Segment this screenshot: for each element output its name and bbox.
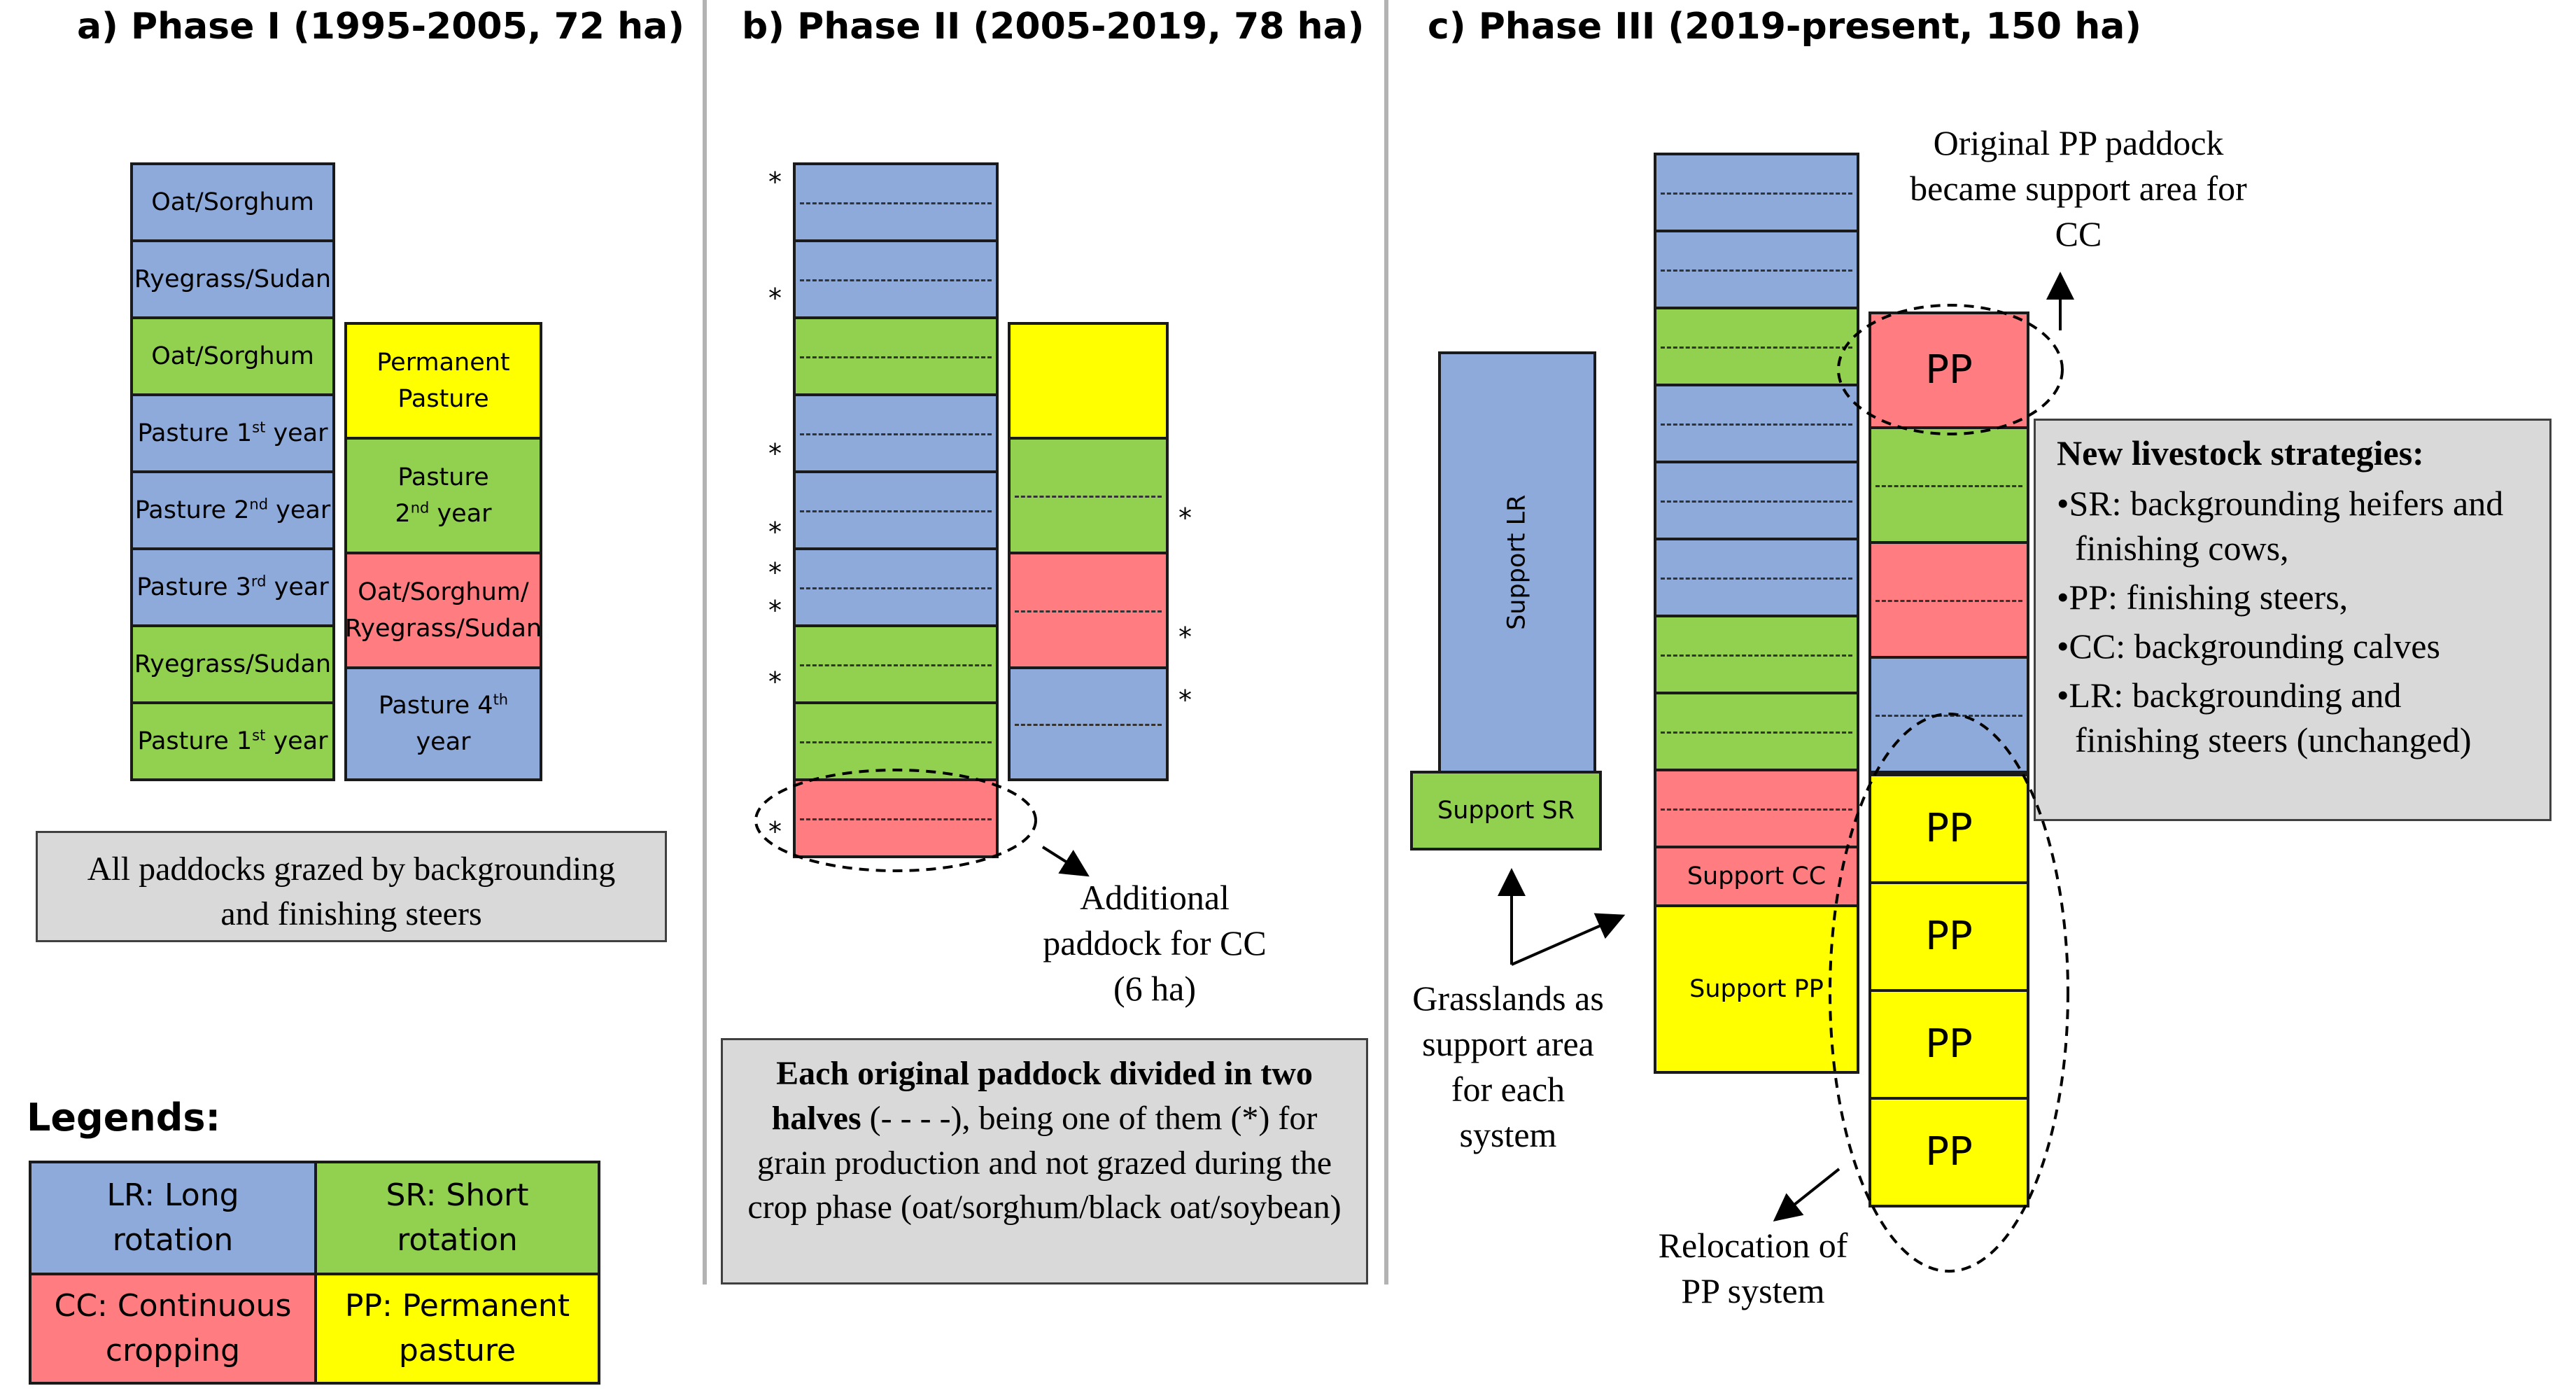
p2-paddock <box>793 624 999 704</box>
pp-paddock: PP <box>1868 1097 2029 1208</box>
p3-paddock <box>1654 538 1859 617</box>
support-cc-block: Support CC <box>1654 846 1859 907</box>
p3-paddock <box>1654 153 1859 232</box>
legend-cc: CC: Continuous cropping <box>29 1273 317 1385</box>
phase1-note-box: All paddocks grazed by backgrounding and… <box>36 831 667 942</box>
p2-paddock <box>1008 322 1169 440</box>
p2-paddock <box>1008 552 1169 669</box>
star: * <box>768 167 782 197</box>
phase2-cc-arrow <box>1041 846 1090 877</box>
phase2-title: b) Phase II (2005-2019, 78 ha) <box>742 6 1365 48</box>
p2-paddock <box>793 162 999 242</box>
star: * <box>768 438 782 469</box>
phase2-note-bold: Each original paddock divided in two hal… <box>771 1055 1313 1137</box>
p3-paddock <box>1654 461 1859 540</box>
p3-paddock <box>1654 230 1859 309</box>
p3-paddock <box>1868 541 2029 659</box>
p1-paddock-permanent-pasture: Permanent Pasture <box>344 322 542 440</box>
phase3-title: c) Phase III (2019-present, 150 ha) <box>1428 6 2142 48</box>
p2-paddock <box>793 393 999 473</box>
support-sr-block: Support SR <box>1410 771 1602 850</box>
p2-paddock <box>1008 437 1169 554</box>
original-pp-paddock: PP <box>1868 312 2029 429</box>
legend-lr: LR: Long rotation <box>29 1161 317 1275</box>
strategies-heading: New livestock strategies: <box>2057 433 2424 472</box>
p2-additional-cc-paddock <box>793 778 999 858</box>
p3-paddock <box>1654 307 1859 386</box>
p1-paddock-oat-sorghum: Oat/Sorghum <box>130 162 335 242</box>
p1-paddock-pasture-1st: Pasture 1st year <box>130 393 335 473</box>
strategies-box: New livestock strategies: •SR: backgroun… <box>2034 419 2552 821</box>
strategy-item: •SR: backgrounding heifers and finishing… <box>2057 484 2504 568</box>
phase2-note-box: Each original paddock divided in two hal… <box>721 1038 1368 1284</box>
p1-paddock-oat-sorghum-2: Oat/Sorghum <box>130 316 335 396</box>
strategy-item: •LR: backgrounding and finishing steers … <box>2057 676 2472 760</box>
p2-paddock <box>793 239 999 319</box>
phase1-title: a) Phase I (1995-2005, 72 ha) <box>77 6 684 48</box>
support-pp-block: Support PP <box>1654 904 1859 1074</box>
grasslands-arrow-right <box>1511 913 1626 966</box>
p3-paddock <box>1654 615 1859 694</box>
p2-paddock <box>793 701 999 781</box>
p1-paddock-pasture-2nd-year: Pasture 2nd year <box>344 437 542 554</box>
p3-paddock <box>1654 692 1859 771</box>
phase-separator-left <box>703 0 707 1284</box>
star: * <box>1178 622 1192 652</box>
star: * <box>768 557 782 588</box>
p3-paddock <box>1868 426 2029 544</box>
star: * <box>768 816 782 847</box>
star: * <box>768 666 782 697</box>
support-lr-block: Support LR <box>1438 351 1596 774</box>
star: * <box>768 517 782 547</box>
star: * <box>768 283 782 314</box>
p3-paddock <box>1654 384 1859 463</box>
p1-paddock-pasture-2nd: Pasture 2nd year <box>130 470 335 550</box>
phase2-note-rest: (- - - -), being one of them (*) for gra… <box>747 1099 1342 1226</box>
p2-paddock <box>793 547 999 627</box>
additional-paddock-note: Additional paddock for CC (6 ha) <box>1043 878 1267 1008</box>
legend-pp: PP: Permanent pasture <box>314 1273 600 1385</box>
strategy-item: •PP: finishing steers, <box>2057 578 2349 617</box>
p1-paddock-pasture-1st-2: Pasture 1st year <box>130 701 335 781</box>
p1-paddock-ryegrass-sudan: Ryegrass/Sudan <box>130 239 335 319</box>
phase-separator-right <box>1384 0 1388 1284</box>
pp-paddock: PP <box>1868 989 2029 1100</box>
original-pp-note: Original PP paddock became support area … <box>1910 123 2247 253</box>
legend-title: Legends: <box>27 1096 221 1140</box>
p1-paddock-pasture-3rd: Pasture 3rd year <box>130 547 335 627</box>
legend-sr: SR: Short rotation <box>314 1161 600 1275</box>
p3-paddock <box>1868 656 2029 774</box>
p2-paddock <box>793 316 999 396</box>
pp-paddock: PP <box>1868 881 2029 992</box>
star: * <box>1178 503 1192 533</box>
p2-paddock <box>793 470 999 550</box>
strategy-item: •CC: backgrounding calves <box>2057 626 2440 666</box>
p1-paddock-oat-sorghum-ryegrass-sudan: Oat/Sorghum/ Ryegrass/Sudan <box>344 552 542 669</box>
p1-paddock-pasture-4th-year: Pasture 4th year <box>344 666 542 781</box>
p3-paddock <box>1654 769 1859 848</box>
star: * <box>768 595 782 626</box>
p1-paddock-ryegrass-sudan-2: Ryegrass/Sudan <box>130 624 335 704</box>
star: * <box>1178 685 1192 715</box>
relocation-note: Relocation of PP system <box>1658 1226 1848 1310</box>
pp-paddock: PP <box>1868 774 2029 884</box>
grasslands-note: Grasslands as support area for each syst… <box>1412 979 1604 1154</box>
relocation-arrow <box>1773 1168 1840 1222</box>
p2-paddock <box>1008 666 1169 781</box>
